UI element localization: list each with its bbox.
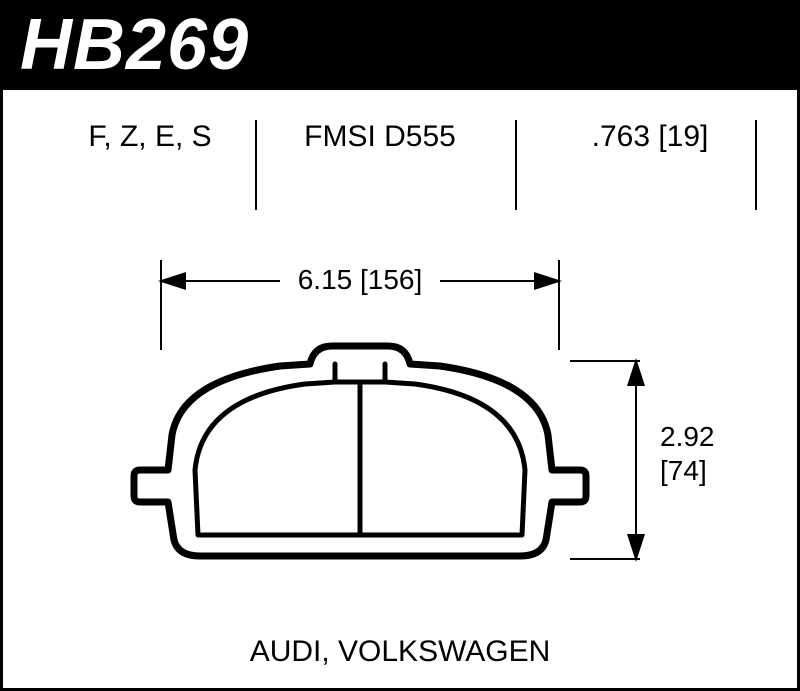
spec-thickness: .763 [19] [560, 120, 740, 154]
divider [755, 120, 757, 210]
width-label: 6.15 [156] [280, 262, 440, 298]
brake-pad-outline [130, 340, 590, 580]
brand-label: AUDI, VOLKSWAGEN [0, 635, 800, 669]
arrow-right-icon [534, 272, 562, 290]
spec-row: F, Z, E, S FMSI D555 .763 [19] [0, 120, 800, 210]
spec-fmsi: FMSI D555 [270, 120, 490, 154]
diagram-area: 6.15 [156] 2.92 [74] [0, 260, 800, 630]
dimension-line [635, 360, 637, 560]
title-bar: HB269 [0, 0, 800, 90]
arrow-down-icon [627, 534, 645, 562]
height-label: 2.92 [74] [660, 420, 715, 487]
divider [515, 120, 517, 210]
height-inches: 2.92 [660, 421, 715, 452]
height-dimension: 2.92 [74] [615, 360, 755, 560]
divider [255, 120, 257, 210]
spec-compounds: F, Z, E, S [60, 120, 240, 154]
arrow-up-icon [627, 358, 645, 386]
width-dimension: 6.15 [156] [160, 260, 560, 300]
height-mm: 74 [668, 455, 699, 486]
arrow-left-icon [158, 272, 186, 290]
part-number: HB269 [20, 4, 249, 86]
